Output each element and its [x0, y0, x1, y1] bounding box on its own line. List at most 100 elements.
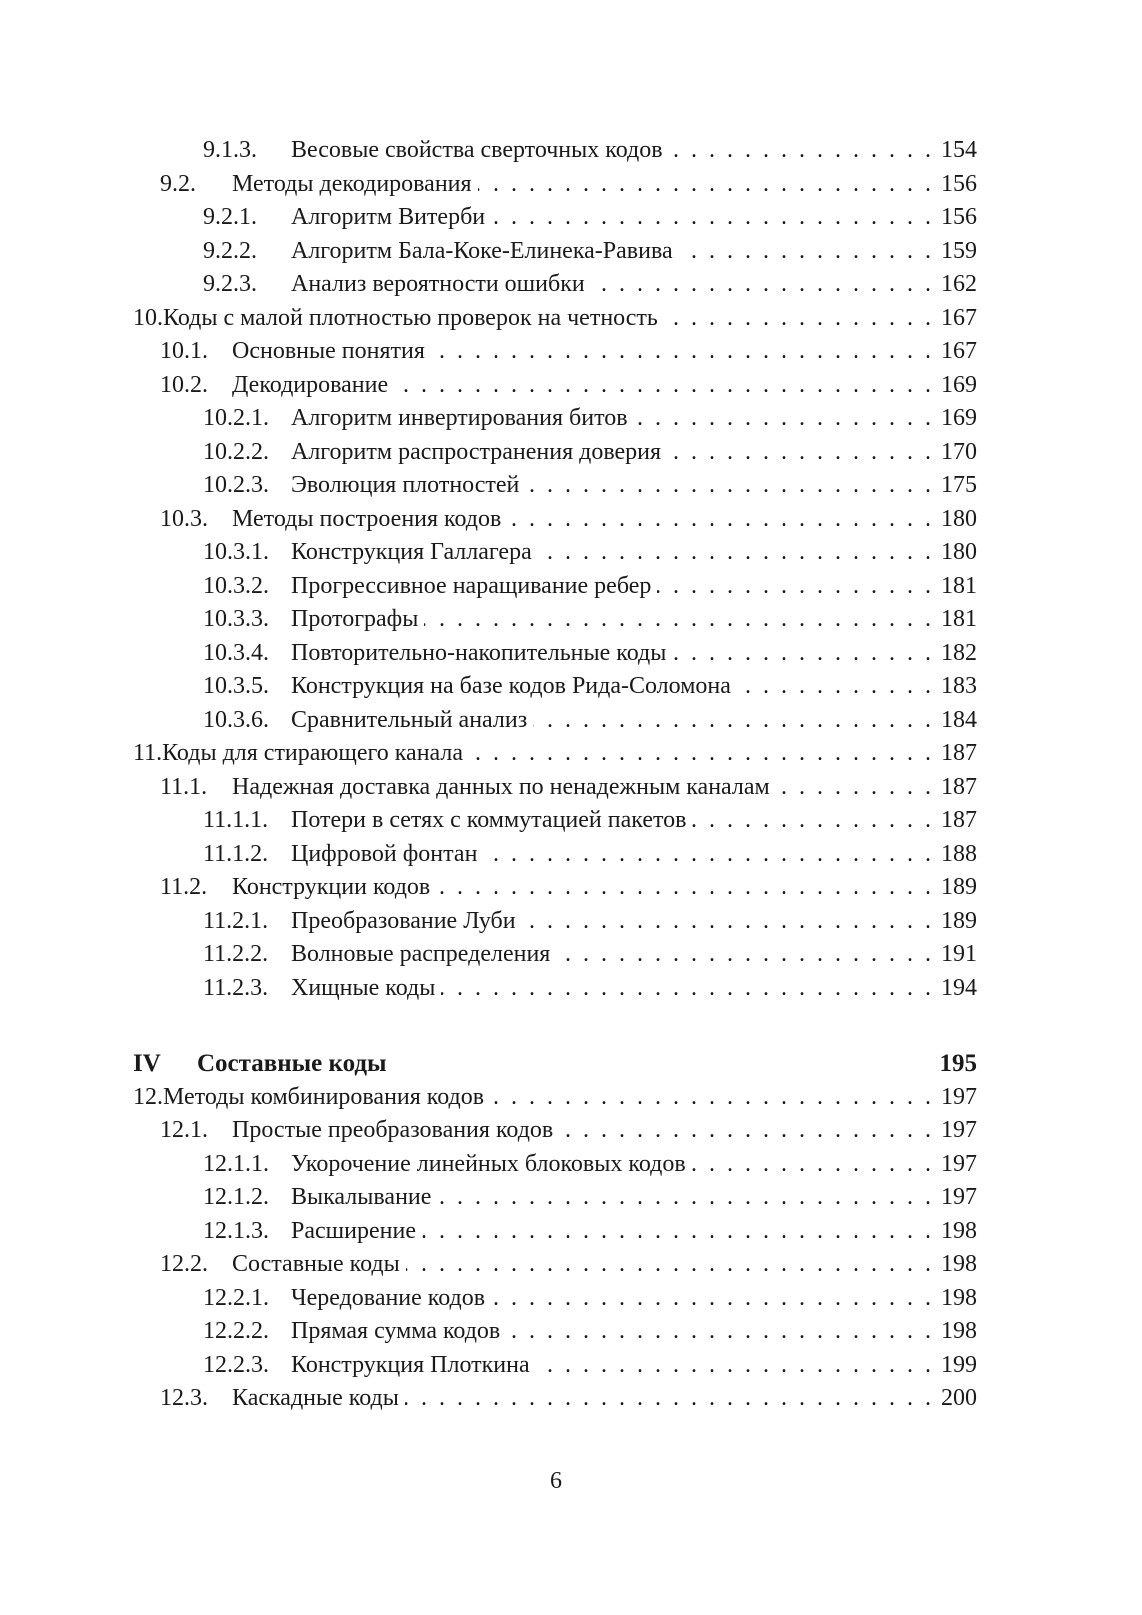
- dot-leader: [692, 1148, 931, 1182]
- toc-entry[interactable]: 12.1.3. Расширение 198: [133, 1215, 977, 1249]
- entry-number: 10.1.: [160, 338, 208, 364]
- toc-entry[interactable]: 10.2.3. Эволюция плотностей 175: [133, 469, 977, 503]
- toc-entry[interactable]: 11.2.2. Волновые распределения 191: [133, 938, 977, 972]
- entry-page: 169: [941, 371, 977, 398]
- toc-entry[interactable]: 10.3. Методы построения кодов 180: [133, 503, 977, 537]
- dot-leader: [469, 737, 931, 771]
- toc-entry[interactable]: 10.2. Декодирование 169: [133, 369, 977, 403]
- toc-entry[interactable]: 11.2.1. Преобразование Луби 189: [133, 905, 977, 939]
- entry-title: Надежная доставка данных по ненадежным к…: [232, 773, 770, 800]
- entry-title: Повторительно-накопительные коды: [291, 639, 667, 666]
- toc-entry[interactable]: 12.1.1. Укорочение линейных блоковых кодо…: [133, 1148, 977, 1182]
- entry-page: 167: [941, 304, 977, 331]
- entry-title: Конструкция на базе кодов Рида-Соломона: [291, 673, 731, 699]
- dot-leader: [522, 905, 931, 939]
- dot-leader: [491, 1282, 931, 1316]
- toc-entry[interactable]: 11.2. Конструкции кодов 189: [133, 871, 977, 905]
- entry-page: 181: [941, 606, 977, 632]
- entry-page: 197: [941, 1083, 977, 1110]
- dot-leader: [737, 670, 931, 704]
- dot-leader: [478, 168, 931, 202]
- entry-number: 12.2.3.: [203, 1351, 269, 1378]
- entry-page: 180: [941, 539, 977, 565]
- dot-leader: [657, 570, 931, 604]
- entry-page: 156: [941, 204, 977, 230]
- toc-entry[interactable]: 11.Коды для стирающего канала 187: [133, 737, 977, 771]
- entry-page: 198: [941, 1318, 977, 1344]
- entry-title: Конструкция Галлагера: [291, 539, 532, 565]
- entry-number: 12.2.: [160, 1251, 208, 1277]
- toc-entry[interactable]: 10.1. Основные понятия 167: [133, 335, 977, 369]
- toc-entry[interactable]: 9.2. Методы декодирования 156: [133, 168, 977, 202]
- entry-title: Составные коды: [197, 1050, 387, 1077]
- dot-leader: [556, 938, 931, 972]
- dot-leader: [490, 1081, 931, 1115]
- entry-number: 11.1.: [160, 773, 208, 800]
- toc-entry[interactable]: 9.1.3. Весовые свойства сверточных кодов 1…: [133, 134, 977, 168]
- entry-page: 199: [941, 1351, 977, 1378]
- toc-entry[interactable]: 12.2.1. Чередование кодов 198: [133, 1282, 977, 1316]
- dot-leader: [424, 603, 931, 637]
- entry-title: Весовые свойства сверточных кодов: [291, 137, 663, 163]
- toc-entry[interactable]: 10. Коды с малой плотностью проверок на ч…: [133, 302, 977, 336]
- toc-entry[interactable]: 11.1.1. Потери в сетях с коммутацией паке…: [133, 804, 977, 838]
- entry-number: 12.3.: [160, 1385, 208, 1411]
- toc-entry[interactable]: 11.1. Надежная доставка данных по ненадеж…: [133, 771, 977, 805]
- entry-page: 169: [941, 405, 977, 431]
- entry-page: 180: [941, 505, 977, 532]
- toc-entry[interactable]: 9.2.1. Алгоритм Витерби 156: [133, 201, 977, 235]
- entry-number: 10.3.4.: [203, 639, 269, 666]
- toc-entry[interactable]: 12.3. Каскадные коды 200: [133, 1382, 977, 1416]
- toc-entry[interactable]: 9.2.3. Анализ вероятности ошибки 162: [133, 268, 977, 302]
- entry-page: 197: [941, 1117, 977, 1143]
- entry-page: 175: [941, 472, 977, 498]
- dot-leader: [669, 134, 931, 168]
- toc-entry[interactable]: 12.2. Составные коды 198: [133, 1248, 977, 1282]
- entry-number: 10.3.1.: [203, 539, 269, 565]
- entry-title: Методы построения кодов: [232, 505, 502, 532]
- entry-title: Конструкции кодов: [232, 874, 431, 900]
- entry-number: 10.: [133, 304, 163, 331]
- toc-entry[interactable]: 12.1.2. Выкалывание 197: [133, 1181, 977, 1215]
- toc-entry[interactable]: 10.3.2. Прогрессивное наращивание ребер 18…: [133, 570, 977, 604]
- toc-entry[interactable]: 10.3.1. Конструкция Галлагера 180: [133, 536, 977, 570]
- toc-entry[interactable]: 12.2.3. Конструкция Плоткина 199: [133, 1349, 977, 1383]
- entry-number: 10.3.6.: [203, 706, 269, 733]
- dot-leader: [441, 972, 931, 1006]
- toc-entry[interactable]: 10.3.4. Повторительно-накопительные коды 1…: [133, 637, 977, 671]
- entry-title: Каскадные коды: [232, 1385, 399, 1411]
- dot-leader: [559, 1114, 931, 1148]
- entry-title: Расширение: [291, 1217, 416, 1244]
- entry-number: 9.1.3.: [203, 137, 257, 163]
- dot-leader: [394, 369, 931, 403]
- toc-entry[interactable]: 11.1.2. Цифровой фонтан 188: [133, 838, 977, 872]
- entry-page: 187: [941, 773, 977, 800]
- toc-entry[interactable]: 12.Методы комбинирования кодов 197: [133, 1081, 977, 1115]
- toc-entry[interactable]: 10.3.6. Сравнительный анализ 184: [133, 704, 977, 738]
- toc-entry[interactable]: 12.1. Простые преобразования кодов 197: [133, 1114, 977, 1148]
- entry-number: 11.2.1.: [203, 907, 269, 934]
- entry-title: Цифровой фонтан: [291, 840, 478, 867]
- entry-page: 197: [941, 1150, 977, 1177]
- entry-number: 11.: [133, 740, 163, 766]
- toc-entry[interactable]: 10.3.5. Конструкция на базе кодов Рида-Со…: [133, 670, 977, 704]
- toc-entry[interactable]: 10.3.3. Протографы 181: [133, 603, 977, 637]
- entry-number: 11.2.3.: [203, 974, 269, 1001]
- toc-entry[interactable]: 12.2.2. Прямая сумма кодов 198: [133, 1315, 977, 1349]
- entry-page: 189: [941, 907, 977, 934]
- dot-leader: [405, 1382, 931, 1416]
- entry-page: 162: [941, 271, 977, 297]
- entry-number: 12.1.3.: [203, 1217, 269, 1244]
- toc-entry[interactable]: 9.2.2. Алгоритм Бала-Коке-Елинека-Равива 1…: [133, 235, 977, 269]
- entry-page: 191: [941, 941, 977, 967]
- toc-part-heading[interactable]: IV Составные коды 195: [133, 1047, 977, 1081]
- entry-page: 187: [941, 807, 977, 833]
- entry-title: Укорочение линейных блоковых кодов: [291, 1150, 686, 1177]
- toc-entry[interactable]: 10.2.2. Алгоритм распространения доверия 1…: [133, 436, 977, 470]
- entry-title: Основные понятия: [232, 338, 425, 364]
- toc-entry[interactable]: 10.2.1. Алгоритм инвертирования битов 169: [133, 402, 977, 436]
- entry-title: Хищные коды: [291, 974, 436, 1001]
- entry-title: Алгоритм Витерби: [291, 204, 486, 230]
- toc-entry[interactable]: 11.2.3. Хищные коды 194: [133, 972, 977, 1006]
- entry-number: 12.2.1.: [203, 1284, 269, 1311]
